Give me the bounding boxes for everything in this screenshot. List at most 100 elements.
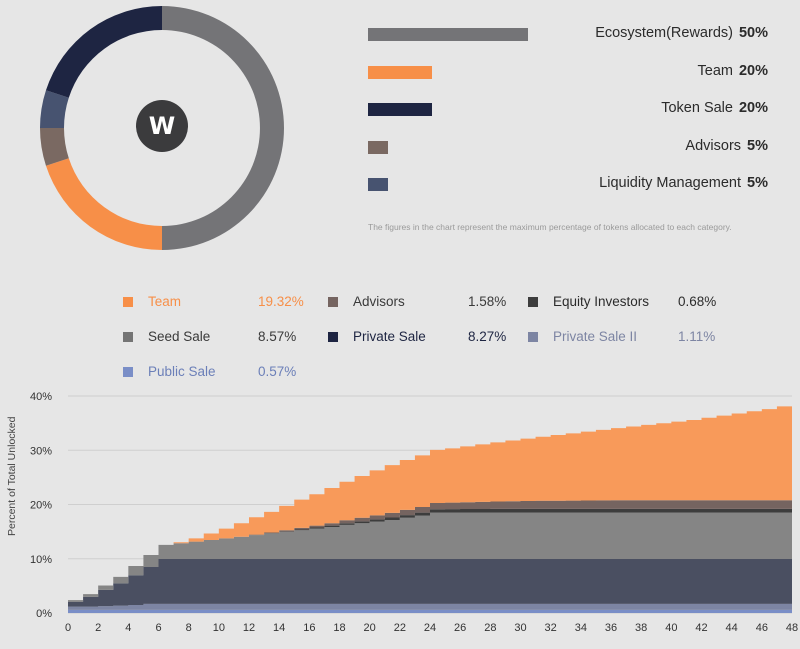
x-tick-label: 2: [95, 622, 101, 634]
allocation-name: Ecosystem(Rewards): [595, 25, 733, 41]
allocation-row: Token Sale 20%: [360, 95, 780, 133]
legend-pct: 0.68%: [678, 294, 717, 309]
area-series-private-sale: [68, 559, 792, 607]
allocation-row: Ecosystem(Rewards) 50%: [360, 20, 780, 58]
x-tick-label: 46: [756, 622, 768, 634]
allocation-bar: [368, 178, 388, 191]
allocation-bar: [368, 65, 432, 79]
legend-name: Equity Investors: [553, 294, 650, 309]
allocation-name: Advisors: [685, 137, 742, 154]
legend-name: Private Sale: [353, 329, 426, 344]
x-tick-label: 26: [454, 622, 466, 634]
legend-pct: 19.32%: [258, 294, 304, 309]
allocation-name: Team: [697, 62, 733, 79]
donut-slice-liquidity-management: [40, 90, 69, 128]
area-series-public-sale: [68, 609, 792, 613]
allocation-label: Token Sale 20%: [661, 100, 768, 116]
y-axis-label: Percent of Total Unlocked: [6, 416, 18, 536]
allocation-name: Token Sale: [661, 100, 733, 116]
legend-name: Team: [148, 294, 182, 309]
unlock-legend-item: Equity Investors 0.68%: [523, 292, 723, 312]
allocation-bar: [368, 103, 432, 116]
y-tick-label: 20%: [30, 500, 52, 512]
legend-swatch: [528, 297, 538, 307]
x-tick-label: 38: [635, 622, 647, 634]
legend-swatch: [123, 297, 133, 307]
x-tick-label: 16: [303, 622, 315, 634]
legend-pct: 1.58%: [468, 294, 507, 309]
x-tick-label: 0: [65, 622, 71, 634]
x-tick-label: 12: [243, 622, 255, 634]
x-tick-label: 18: [333, 622, 345, 634]
unlock-legend-item: Advisors 1.58%: [323, 292, 523, 312]
x-tick-label: 36: [605, 622, 617, 634]
legend-swatch: [123, 367, 133, 377]
area-series-seed-sale: [68, 512, 792, 602]
wax-logo: W: [136, 100, 188, 152]
donut-slice-team: [45, 158, 163, 250]
donut-slice-ecosystem-rewards-: [162, 6, 284, 250]
legend-swatch: [528, 332, 538, 342]
x-tick-label: 48: [786, 622, 798, 634]
unlock-legend: Team 19.32% Advisors 1.58% Equity Investors 0…: [118, 292, 758, 392]
x-tick-label: 20: [364, 622, 376, 634]
allocation-legend: Ecosystem(Rewards) 50% Team 20% Token Sale 20…: [360, 20, 780, 208]
x-tick-label: 8: [186, 622, 192, 634]
unlock-legend-item: Team 19.32%: [118, 292, 318, 312]
allocation-note: The figures in the chart represent the m…: [368, 222, 732, 232]
legend-pct: 1.11%: [678, 329, 716, 344]
legend-pct: 8.57%: [258, 329, 297, 344]
unlock-area-chart: 0%10%20%30%40%0 2 4 6 8 10 12 14 16 18 20 22 24 26 28 3…: [30, 391, 798, 634]
legend-swatch: [328, 332, 338, 342]
allocation-label: Ecosystem(Rewards) 50%: [595, 25, 768, 41]
allocation-row: Team 20%: [360, 58, 780, 96]
logo-glyph: W: [148, 112, 176, 140]
allocation-pct: 20%: [738, 100, 768, 116]
legend-name: Seed Sale: [148, 329, 211, 344]
allocation-donut: W: [0, 0, 330, 260]
unlock-legend-item: Private Sale II 1.11%: [523, 327, 723, 347]
allocation-label: Liquidity Management 5%: [599, 175, 768, 191]
x-tick-label: 40: [665, 622, 677, 634]
donut-chart: [40, 6, 284, 250]
x-tick-label: 30: [514, 622, 526, 634]
allocation-pct: 5%: [747, 175, 768, 191]
x-tick-label: 24: [424, 622, 436, 634]
area-series-private-sale-ii: [68, 603, 792, 610]
allocation-bar: [368, 28, 528, 41]
x-tick-label: 32: [545, 622, 557, 634]
x-tick-label: 34: [575, 622, 587, 634]
x-tick-label: 44: [726, 622, 738, 634]
unlock-legend-item: Private Sale 8.27%: [323, 327, 523, 347]
allocation-pct: 20%: [738, 62, 768, 79]
legend-name: Advisors: [353, 294, 405, 309]
x-tick-label: 22: [394, 622, 406, 634]
legend-swatch: [123, 332, 133, 342]
donut-slice-advisors: [40, 128, 69, 166]
allocation-label: Advisors 5%: [685, 138, 768, 154]
legend-name: Public Sale: [148, 364, 216, 379]
legend-pct: 8.27%: [468, 329, 507, 344]
x-tick-label: 42: [695, 622, 707, 634]
legend-name: Private Sale II: [553, 329, 638, 344]
x-tick-label: 10: [213, 622, 225, 634]
y-tick-label: 30%: [30, 445, 52, 457]
legend-pct: 0.57%: [258, 364, 297, 379]
unlock-legend-item: Public Sale 0.57%: [118, 362, 318, 382]
allocation-pct: 5%: [747, 137, 768, 154]
allocation-name: Liquidity Management: [599, 175, 742, 191]
area-series-team: [68, 403, 792, 601]
allocation-row: Advisors 5%: [360, 133, 780, 171]
allocation-label: Team 20%: [698, 63, 769, 79]
donut-slice-token-sale: [45, 6, 163, 98]
y-tick-label: 10%: [30, 554, 52, 566]
allocation-bar: [368, 140, 388, 154]
y-tick-label: 0%: [36, 608, 52, 620]
x-tick-label: 28: [484, 622, 496, 634]
x-tick-label: 4: [125, 622, 131, 634]
unlock-legend-item: Seed Sale 8.57%: [118, 327, 318, 347]
allocation-row: Liquidity Management 5%: [360, 170, 780, 208]
x-tick-label: 6: [155, 622, 161, 634]
allocation-pct: 50%: [738, 25, 768, 41]
x-tick-label: 14: [273, 622, 285, 634]
